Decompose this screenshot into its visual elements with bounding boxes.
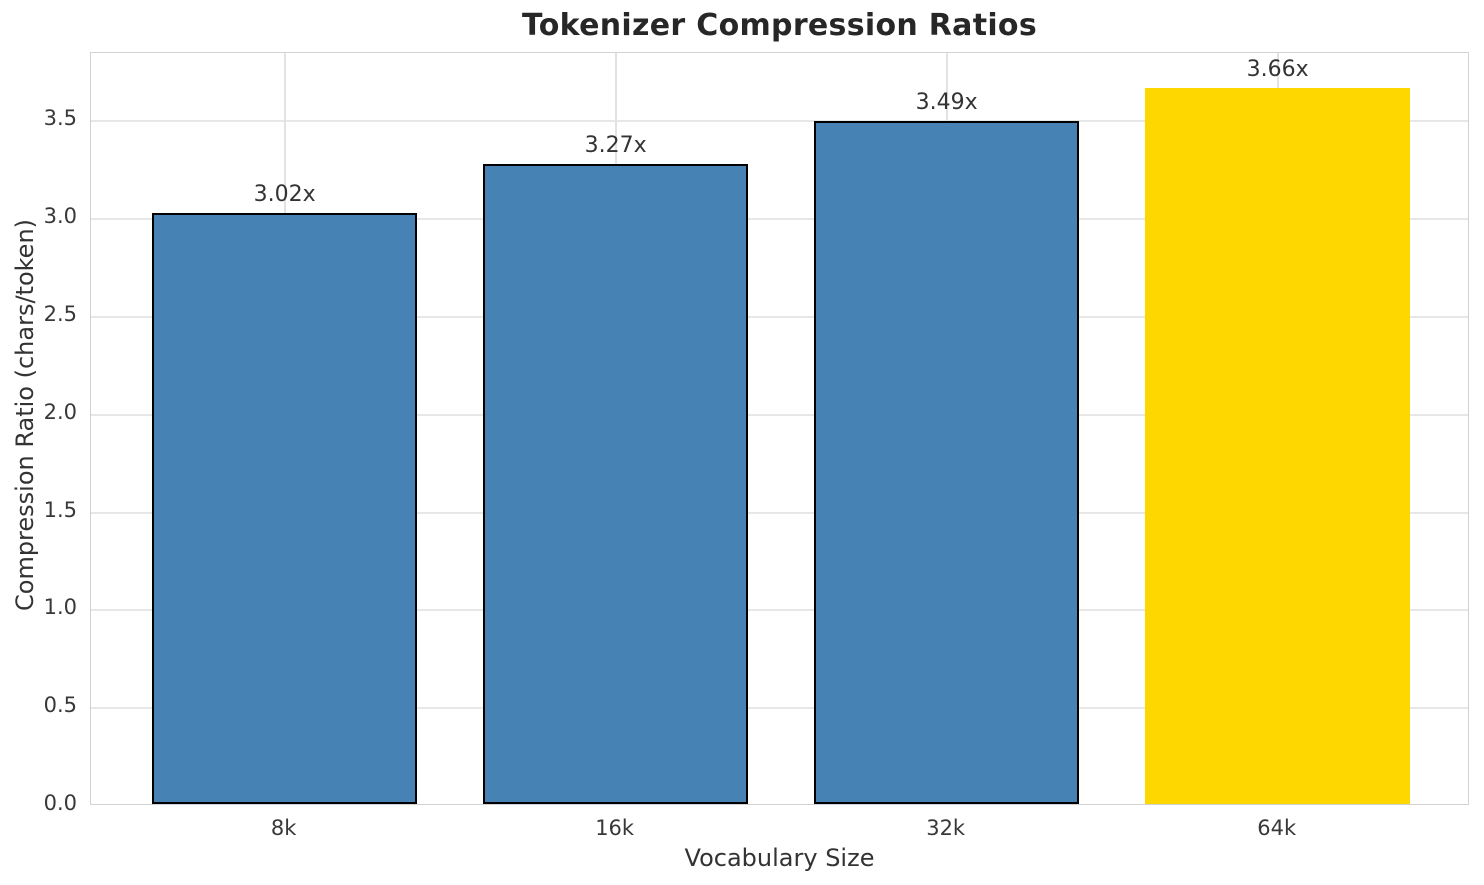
chart-title: Tokenizer Compression Ratios bbox=[521, 8, 1038, 43]
x-tick-label: 8k bbox=[270, 816, 297, 840]
h-gridline bbox=[91, 707, 1468, 710]
h-gridline bbox=[91, 609, 1468, 612]
bar-value-label: 3.27x bbox=[584, 133, 647, 159]
bar-8k bbox=[152, 213, 418, 804]
y-tick-label: 3.5 bbox=[43, 106, 77, 131]
x-tick-label: 16k bbox=[595, 816, 635, 840]
h-gridline bbox=[91, 316, 1468, 319]
bar-16k bbox=[483, 164, 749, 804]
bar-32k bbox=[814, 121, 1080, 804]
y-tick-label: 2.0 bbox=[43, 399, 77, 424]
x-axis-label: Vocabulary Size bbox=[684, 844, 875, 872]
y-tick-label: 0.5 bbox=[43, 693, 77, 718]
h-gridline bbox=[91, 413, 1468, 416]
x-tick-label: 32k bbox=[926, 816, 966, 840]
bar-value-label: 3.66x bbox=[1246, 57, 1309, 83]
h-gridline bbox=[91, 511, 1468, 514]
h-gridline bbox=[91, 120, 1468, 123]
h-gridline bbox=[91, 218, 1468, 221]
y-tick-label: 0.0 bbox=[43, 791, 77, 815]
x-tick-label: 64k bbox=[1257, 816, 1297, 840]
y-tick-label: 3.0 bbox=[43, 204, 77, 229]
bar-64k bbox=[1145, 88, 1411, 804]
plot-area: 3.02x 3.27x 3.49x 3.66x bbox=[90, 52, 1469, 805]
bar-value-label: 3.02x bbox=[253, 182, 316, 208]
y-tick-label: 1.0 bbox=[43, 595, 77, 620]
y-tick-label: 2.5 bbox=[43, 302, 77, 327]
y-axis-label: Compression Ratio (chars/token) bbox=[11, 218, 39, 611]
bar-value-label: 3.49x bbox=[915, 90, 978, 116]
y-tick-label: 1.5 bbox=[43, 497, 77, 522]
